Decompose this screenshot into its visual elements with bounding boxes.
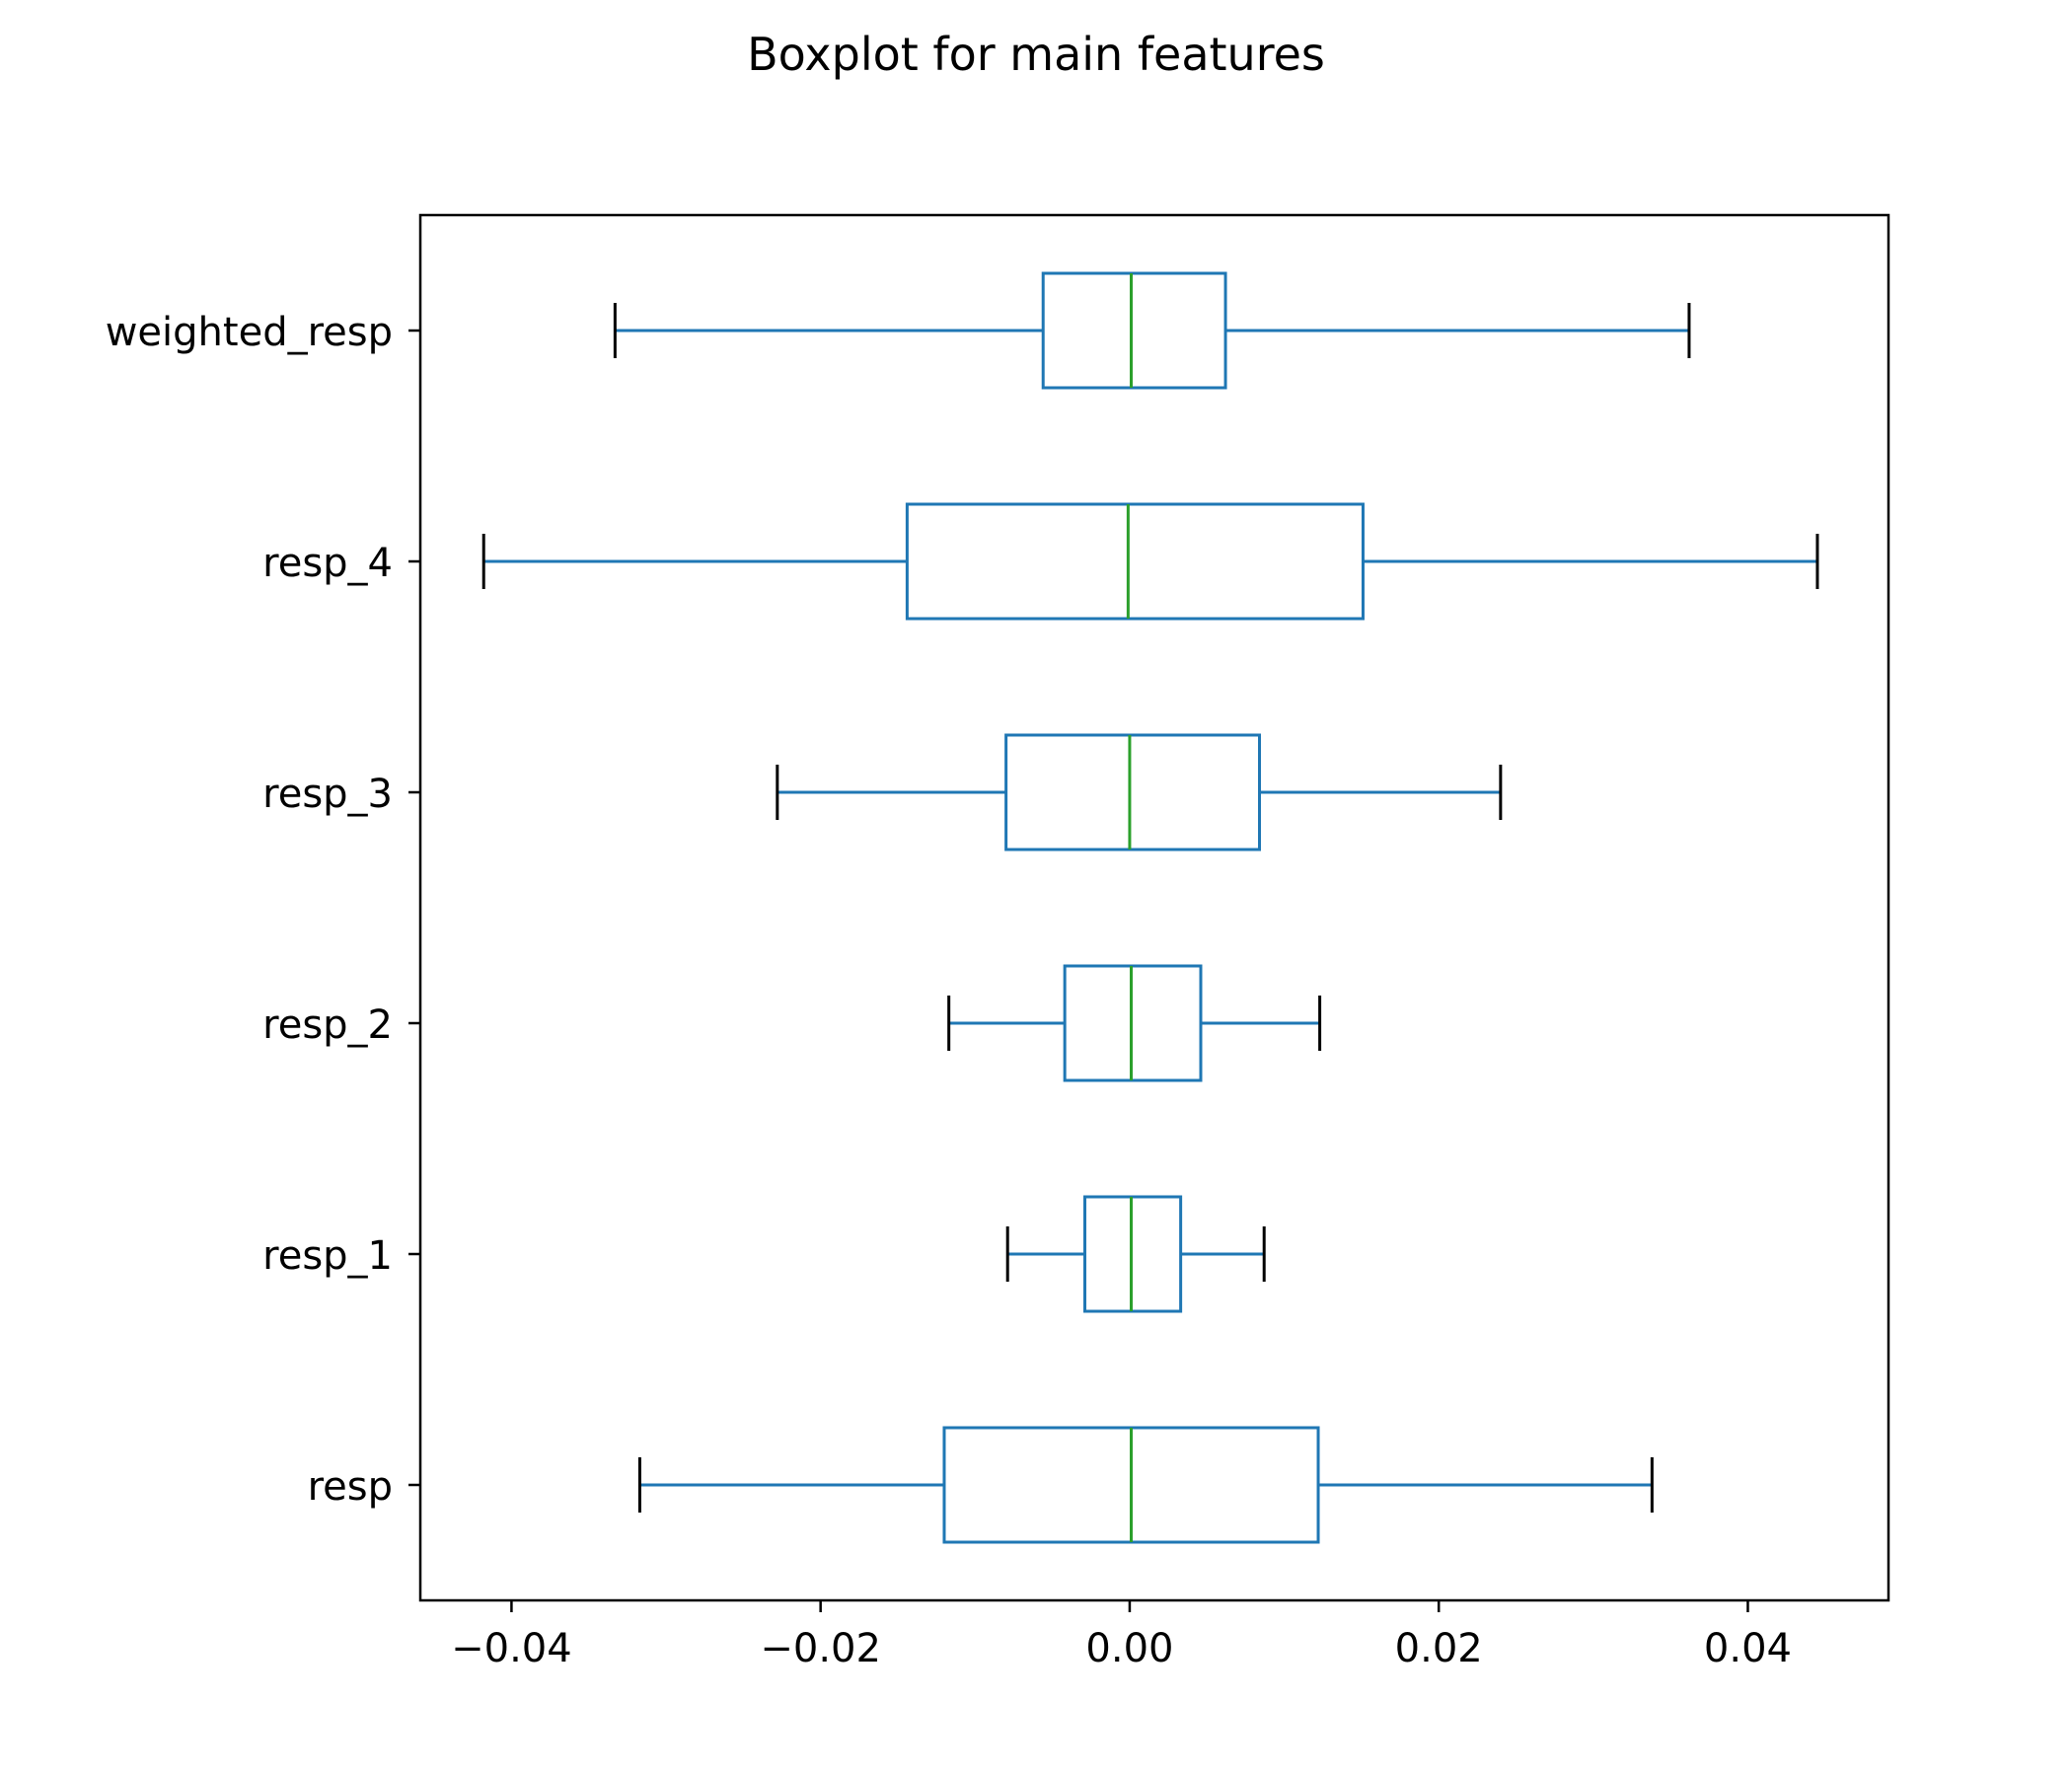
box-resp_3 — [776, 733, 1503, 851]
ytick-label-resp_4: resp_4 — [262, 541, 393, 586]
ytick-label-weighted_resp: weighted_resp — [106, 310, 393, 355]
boxes-layer — [481, 271, 1819, 1544]
iqr-box-weighted_resp — [1041, 271, 1227, 390]
ytick-label-resp: resp — [308, 1464, 393, 1510]
xtick-label-4: 0.04 — [1704, 1626, 1792, 1671]
xtick-label-2: 0.00 — [1085, 1626, 1173, 1671]
xtick-label-1: −0.02 — [760, 1626, 881, 1671]
plot-frame — [418, 213, 1890, 1602]
chart-title: Boxplot for main features — [747, 28, 1325, 81]
iqr-box-resp_1 — [1083, 1195, 1183, 1313]
iqr-box-resp_2 — [1063, 964, 1203, 1082]
xtick-label-3: 0.02 — [1395, 1626, 1483, 1671]
axes-layer: resp resp_1 resp_2 resp_3 resp_4 weighted_res… — [106, 213, 1890, 1671]
ytick-label-resp_1: resp_1 — [262, 1233, 393, 1279]
ytick-label-resp_2: resp_2 — [262, 1002, 393, 1048]
box-resp_4 — [481, 502, 1819, 621]
box-weighted_resp — [613, 271, 1691, 390]
iqr-box-resp_4 — [905, 502, 1365, 621]
iqr-box-resp_3 — [1004, 733, 1262, 851]
ytick-label-resp_3: resp_3 — [262, 772, 393, 817]
box-resp_1 — [1005, 1195, 1266, 1313]
box-resp_2 — [947, 964, 1322, 1082]
xtick-label-0: −0.04 — [451, 1626, 572, 1671]
box-resp — [637, 1426, 1654, 1544]
